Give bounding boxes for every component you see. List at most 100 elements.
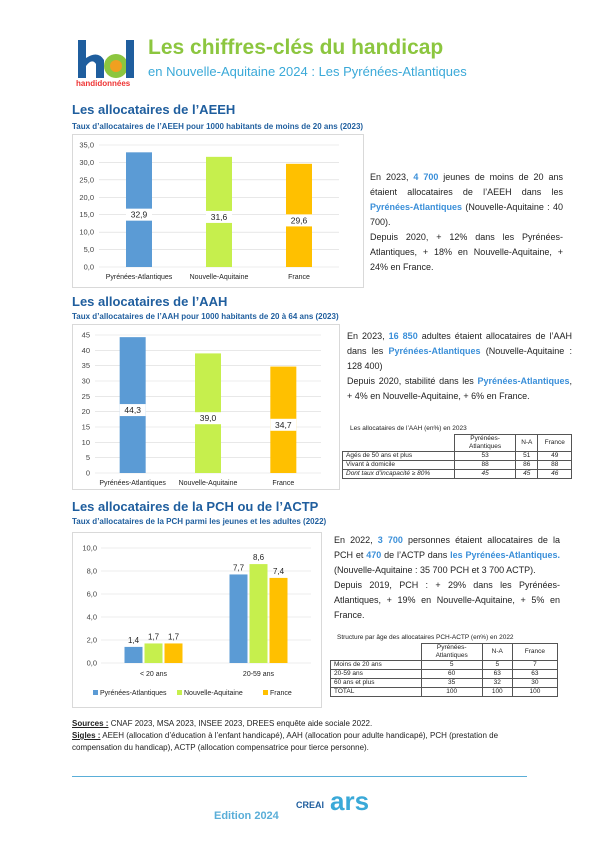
sigles-label: Sigles : (72, 731, 101, 740)
edition-label: Edition 2024 (214, 810, 279, 822)
bar (164, 643, 183, 663)
x-category-label: Nouvelle-Aquitaine (190, 274, 249, 281)
table-header: France (511, 643, 559, 661)
y-tick-label: 2,0 (87, 636, 97, 645)
pch-evolution: Depuis 2019, PCH : + 29% dans les Pyréné… (334, 580, 560, 620)
data-label: 1,7 (148, 632, 160, 641)
aah-dept: Pyrénées-Atlantiques (388, 346, 481, 356)
data-label: 31,6 (211, 212, 228, 222)
table-row: 60 ans et plus 35 32 30 (330, 678, 559, 688)
data-label-bg (126, 208, 152, 221)
pch-text: En 2022, 3 700 personnes étaient allocat… (334, 535, 561, 620)
actp-count: 470 (366, 550, 382, 560)
table-cell: 32 (481, 678, 513, 688)
table-cell: 49 (537, 451, 572, 461)
table-header: N-A (481, 643, 513, 661)
table-row: TOTAL 100 100 100 (330, 687, 559, 697)
y-tick-label: 0,0 (87, 659, 97, 668)
bar (144, 643, 163, 663)
table-header: France (537, 434, 572, 452)
table-cell: 35 (420, 678, 483, 688)
data-label: 7,7 (233, 563, 245, 572)
data-label-bg (286, 214, 312, 227)
y-tick-label: 6,0 (87, 590, 97, 599)
y-tick-label: 15 (82, 423, 90, 432)
y-tick-label: 25,0 (79, 175, 94, 184)
y-tick-label: 30 (82, 377, 90, 386)
x-category-label: 20-59 ans (243, 671, 275, 678)
row-label: Dont taux d’incapacité ≥ 80% (341, 469, 456, 479)
aah-count: 16 850 (388, 331, 418, 341)
page-subtitle: en Nouvelle-Aquitaine 2024 : Les Pyrénée… (148, 64, 467, 79)
pch-chart-title: Taux d’allocataires de la PCH parmi les … (72, 517, 327, 526)
aeeh-chart-title: Taux d’allocataires de l’AEEH pour 1000 … (72, 122, 364, 131)
y-tick-label: 40 (82, 346, 90, 355)
table-cell: 60 (420, 669, 483, 679)
table-cell: 100 (481, 687, 513, 697)
y-tick-label: 25 (82, 392, 90, 401)
table-row: Moins de 20 ans 5 5 7 (330, 660, 559, 670)
data-label: 1,7 (168, 632, 180, 641)
aeeh-chart: 0,0 5,0 10,0 15,0 20,0 25,0 30,0 35,0 32,9 Pyréné… (79, 141, 339, 281)
table-cell: 88 (537, 460, 572, 470)
aah-chart: 0 5 10 15 20 25 30 35 40 45 44,3 Pyrénées-Atlantiqu… (82, 331, 321, 487)
sources-block: Sources : CNAF 2023, MSA 2023, INSEE 202… (72, 718, 527, 754)
table-header (342, 434, 455, 452)
table-row: 20-59 ans 60 63 63 (330, 669, 559, 679)
subtitle-dept: Les Pyrénées-Atlantiques (318, 64, 467, 79)
aah-chart-box: 0 5 10 15 20 25 30 35 40 45 44,3 Pyrénées-Atlantiqu… (72, 324, 340, 490)
aah-dept-2: Pyrénées-Atlantiques (477, 376, 570, 386)
footer-divider (72, 776, 527, 777)
table-cell: 7 (511, 660, 559, 670)
y-tick-label: 10,0 (82, 544, 97, 553)
table-cell: 100 (511, 687, 559, 697)
bar (249, 564, 268, 663)
data-label-bg (270, 418, 297, 431)
aeeh-chart-box: 0,0 5,0 10,0 15,0 20,0 25,0 30,0 35,0 32,9 Pyréné… (72, 134, 364, 288)
row-label: Moins de 20 ans (330, 660, 422, 670)
table-header: Pyrénées-Atlantiques (454, 434, 517, 452)
y-tick-label: 20 (82, 407, 90, 416)
aeeh-count: 4 700 (413, 172, 439, 182)
pch-table: Pyrénées-Atlantiques N-A France Moins de 20… (330, 643, 559, 697)
legend-swatch (177, 690, 182, 695)
y-tick-label: 4,0 (87, 613, 97, 622)
table-cell: 53 (454, 451, 517, 461)
table-row: Vivant à domicile 88 86 88 (341, 460, 572, 470)
table-cell: 88 (454, 460, 517, 470)
pch-dept: les Pyrénées-Atlantiques. (450, 550, 560, 560)
table-cell: 46 (537, 469, 572, 479)
x-category-label: France (272, 480, 294, 487)
bar (269, 577, 288, 663)
table-cell: 5 (420, 660, 483, 670)
y-tick-label: 30,0 (79, 158, 94, 167)
sources-text: CNAF 2023, MSA 2023, INSEE 2023, DREES e… (108, 719, 373, 728)
bar (229, 574, 248, 663)
legend-swatch (93, 690, 98, 695)
data-label: 8,6 (253, 553, 265, 562)
y-tick-label: 35,0 (79, 141, 94, 150)
sources-label: Sources : (72, 719, 109, 728)
pch-heading: Les allocataires de la PCH ou de l’ACTP (72, 499, 319, 514)
legend-entry: Nouvelle-Aquitaine (184, 690, 243, 697)
table-row: Agés de 50 ans et plus 53 51 49 (341, 451, 572, 461)
y-tick-label: 5 (86, 453, 90, 462)
data-label: 29,6 (291, 215, 308, 225)
y-tick-label: 8,0 (87, 567, 97, 576)
pch-table-caption: Structure par âge des allocataires PCH-A… (337, 634, 514, 641)
row-label: Vivant à domicile (341, 460, 456, 470)
y-tick-label: 10,0 (79, 228, 94, 237)
logo: handidonnées (76, 36, 136, 92)
legend-entry: France (270, 690, 292, 697)
y-tick-label: 15,0 (79, 210, 94, 219)
aeeh-dept: Pyrénées-Atlantiques (370, 202, 463, 212)
table-cell: 63 (511, 669, 559, 679)
table-header (330, 643, 422, 661)
bar (124, 646, 143, 663)
table-header: N-A (515, 434, 539, 452)
aeeh-evolution: Depuis 2020, + 12% dans les Pyrénées-Atl… (370, 232, 563, 272)
pch-chart-box: 0,0 2,0 4,0 6,0 8,0 10,0 1,4 1,7 1,7 < 20 ans 7,7 8… (72, 532, 322, 708)
y-tick-label: 35 (82, 361, 90, 370)
pch-chart: 0,0 2,0 4,0 6,0 8,0 10,0 1,4 1,7 1,7 < 20 ans 7,7 8… (82, 544, 311, 697)
pch-count: 3 700 (377, 535, 403, 545)
